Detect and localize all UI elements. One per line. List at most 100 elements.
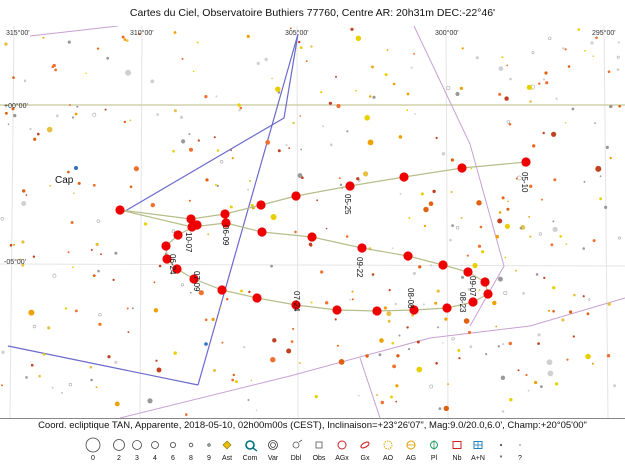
field-star	[355, 89, 357, 92]
field-star	[416, 340, 420, 344]
planet-position-marker[interactable]	[438, 260, 448, 270]
field-star	[561, 318, 565, 322]
legend-label: 9	[207, 455, 211, 462]
planet-position-marker[interactable]	[172, 264, 182, 274]
field-star	[379, 338, 384, 343]
planet-position-marker[interactable]	[403, 251, 413, 261]
field-star	[475, 56, 479, 60]
field-star	[112, 278, 115, 281]
galaxy-cluster-icon	[337, 440, 347, 450]
planet-position-marker[interactable]	[357, 243, 367, 253]
legend-label: Gx	[360, 455, 370, 462]
boundary-line	[359, 357, 381, 418]
planet-position-marker[interactable]	[221, 218, 231, 228]
field-star	[129, 119, 132, 122]
field-star	[540, 198, 543, 201]
field-star	[408, 348, 411, 351]
planet-position-marker[interactable]	[457, 163, 467, 173]
field-star	[391, 341, 395, 345]
path-date-label: 05-10	[520, 172, 529, 193]
path-date-label: 07-09	[192, 271, 201, 292]
field-star	[297, 173, 303, 178]
observed-icon	[315, 441, 323, 449]
planet-position-marker[interactable]	[291, 191, 301, 201]
planet-position-marker[interactable]	[115, 205, 125, 215]
comet-icon	[245, 440, 258, 452]
field-star	[107, 355, 111, 359]
planet-position-marker[interactable]	[220, 209, 230, 219]
field-star	[508, 123, 512, 126]
galaxy-icon	[360, 441, 370, 449]
field-star	[396, 354, 400, 358]
field-star	[256, 61, 260, 65]
field-star	[606, 354, 611, 358]
planet-position-marker[interactable]	[372, 306, 382, 316]
field-star	[583, 180, 586, 183]
field-star	[96, 219, 100, 223]
field-star	[504, 96, 509, 101]
planet-position-marker[interactable]	[189, 274, 199, 284]
field-star	[298, 362, 301, 364]
field-star	[501, 196, 505, 200]
legend-label: 3	[135, 455, 139, 462]
legend-item-gx: Gx	[350, 433, 380, 472]
field-star	[565, 243, 568, 246]
field-star	[547, 36, 552, 41]
field-star	[7, 123, 10, 126]
field-star	[271, 77, 273, 80]
field-star	[74, 112, 78, 116]
field-star	[292, 121, 295, 125]
boundary-line	[29, 26, 119, 37]
ra-gridline	[139, 26, 143, 418]
planet-position-marker[interactable]	[161, 241, 171, 251]
field-star	[73, 192, 75, 194]
planet-position-marker[interactable]	[256, 200, 266, 210]
legend-label: Pl	[430, 455, 438, 462]
planet-position-marker[interactable]	[332, 305, 342, 315]
legend-label: 8	[189, 455, 193, 462]
planet-position-marker[interactable]	[192, 220, 202, 230]
planet-position-marker[interactable]	[162, 254, 172, 264]
planet-position-marker[interactable]	[186, 214, 196, 224]
field-star	[71, 116, 75, 119]
planet-position-marker[interactable]	[480, 277, 490, 287]
field-star	[21, 240, 25, 244]
planet-position-marker[interactable]	[463, 267, 473, 277]
field-star	[564, 48, 567, 51]
field-star	[153, 308, 159, 313]
field-star	[616, 55, 620, 59]
planet-position-marker[interactable]	[252, 293, 262, 303]
field-star	[391, 247, 394, 249]
field-star	[604, 205, 608, 209]
planet-position-marker[interactable]	[173, 230, 183, 240]
field-star	[613, 384, 617, 388]
field-star	[104, 108, 107, 111]
circle-mag9-icon	[207, 443, 211, 447]
field-star	[495, 325, 498, 328]
field-star	[275, 86, 281, 92]
field-star	[467, 288, 471, 291]
planet-position-marker[interactable]	[442, 303, 452, 313]
coordinate-status: Coord. ecliptique TAN, Apparente, 2018-0…	[0, 418, 625, 434]
planet-position-marker[interactable]	[409, 305, 419, 315]
planet-position-marker[interactable]	[521, 157, 531, 167]
planet-position-marker[interactable]	[307, 232, 317, 242]
planet-position-marker[interactable]	[291, 300, 301, 310]
field-star	[25, 376, 28, 379]
field-star	[552, 286, 556, 290]
field-star	[508, 341, 512, 346]
field-star	[443, 405, 449, 412]
field-star	[123, 120, 127, 124]
field-star	[429, 384, 434, 389]
sky-chart[interactable]: 05-10 05-25 06-09 06-24 07-09 07-24 08-08 08-23…	[0, 26, 625, 418]
planet-position-marker[interactable]	[257, 227, 267, 237]
planet-position-marker[interactable]	[399, 172, 409, 182]
planet-position-marker[interactable]	[345, 181, 355, 191]
field-star	[214, 183, 217, 186]
field-star	[150, 79, 155, 84]
field-star	[616, 68, 620, 71]
star-icon	[500, 444, 502, 446]
planet-position-marker[interactable]	[217, 285, 227, 295]
planet-position-marker[interactable]	[483, 289, 493, 299]
planet-position-marker[interactable]	[468, 297, 478, 307]
